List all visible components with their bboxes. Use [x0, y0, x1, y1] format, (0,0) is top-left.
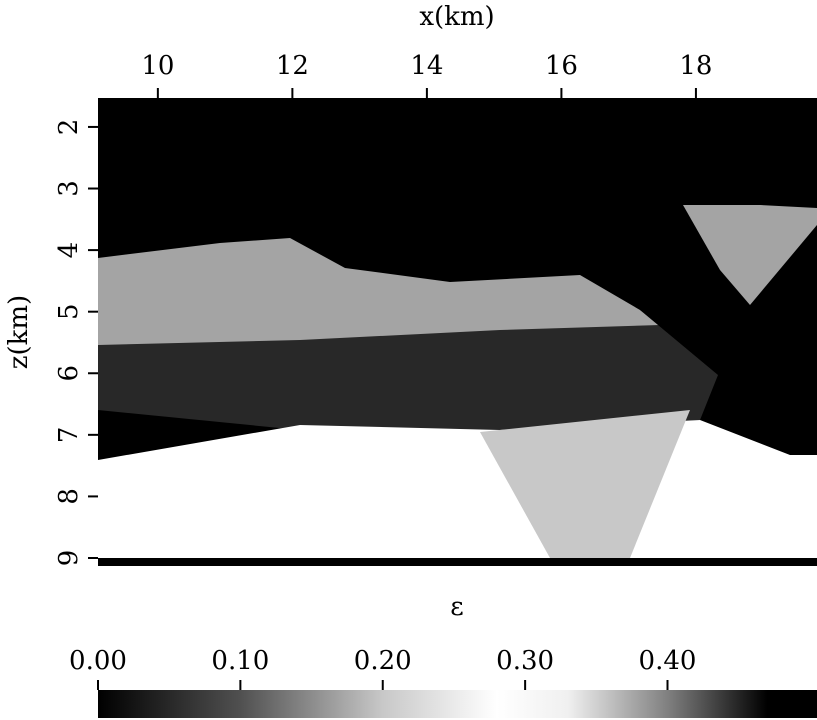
y-tick-label: 3	[54, 180, 84, 197]
image	[98, 98, 817, 566]
y-tick-label: 2	[54, 119, 84, 136]
image-region	[640, 220, 817, 455]
y-tick-label: 9	[54, 550, 84, 567]
x-tick-label: 18	[679, 51, 712, 81]
colorbar-tick-label: 0.10	[211, 646, 269, 676]
y-tick-label: 5	[54, 303, 84, 320]
colorbar-tick-label: 0.20	[354, 646, 412, 676]
image-region	[98, 238, 700, 355]
y-tick-label: 7	[54, 427, 84, 444]
image-region	[480, 410, 690, 558]
colorbar-label: ε	[450, 592, 463, 622]
y-tick-label: 6	[54, 365, 84, 382]
colorbar-tick-label: 0.40	[639, 646, 697, 676]
image-region	[683, 205, 817, 305]
x-tick-label: 16	[545, 51, 578, 81]
colorbar-tick-label: 0.30	[496, 646, 554, 676]
x-axis-label: x(km)	[419, 2, 494, 32]
image-edge	[98, 558, 817, 566]
x-tick-label: 10	[141, 51, 174, 81]
y-tick-label: 8	[54, 488, 84, 505]
x-tick-label: 12	[276, 51, 309, 81]
image-region	[98, 325, 720, 432]
y-tick-label: 4	[54, 242, 84, 259]
colorbar-tick-label: 0.00	[69, 646, 127, 676]
y-axis-label: z(km)	[4, 295, 34, 369]
colorbar	[98, 690, 817, 718]
x-tick-label: 14	[410, 51, 443, 81]
